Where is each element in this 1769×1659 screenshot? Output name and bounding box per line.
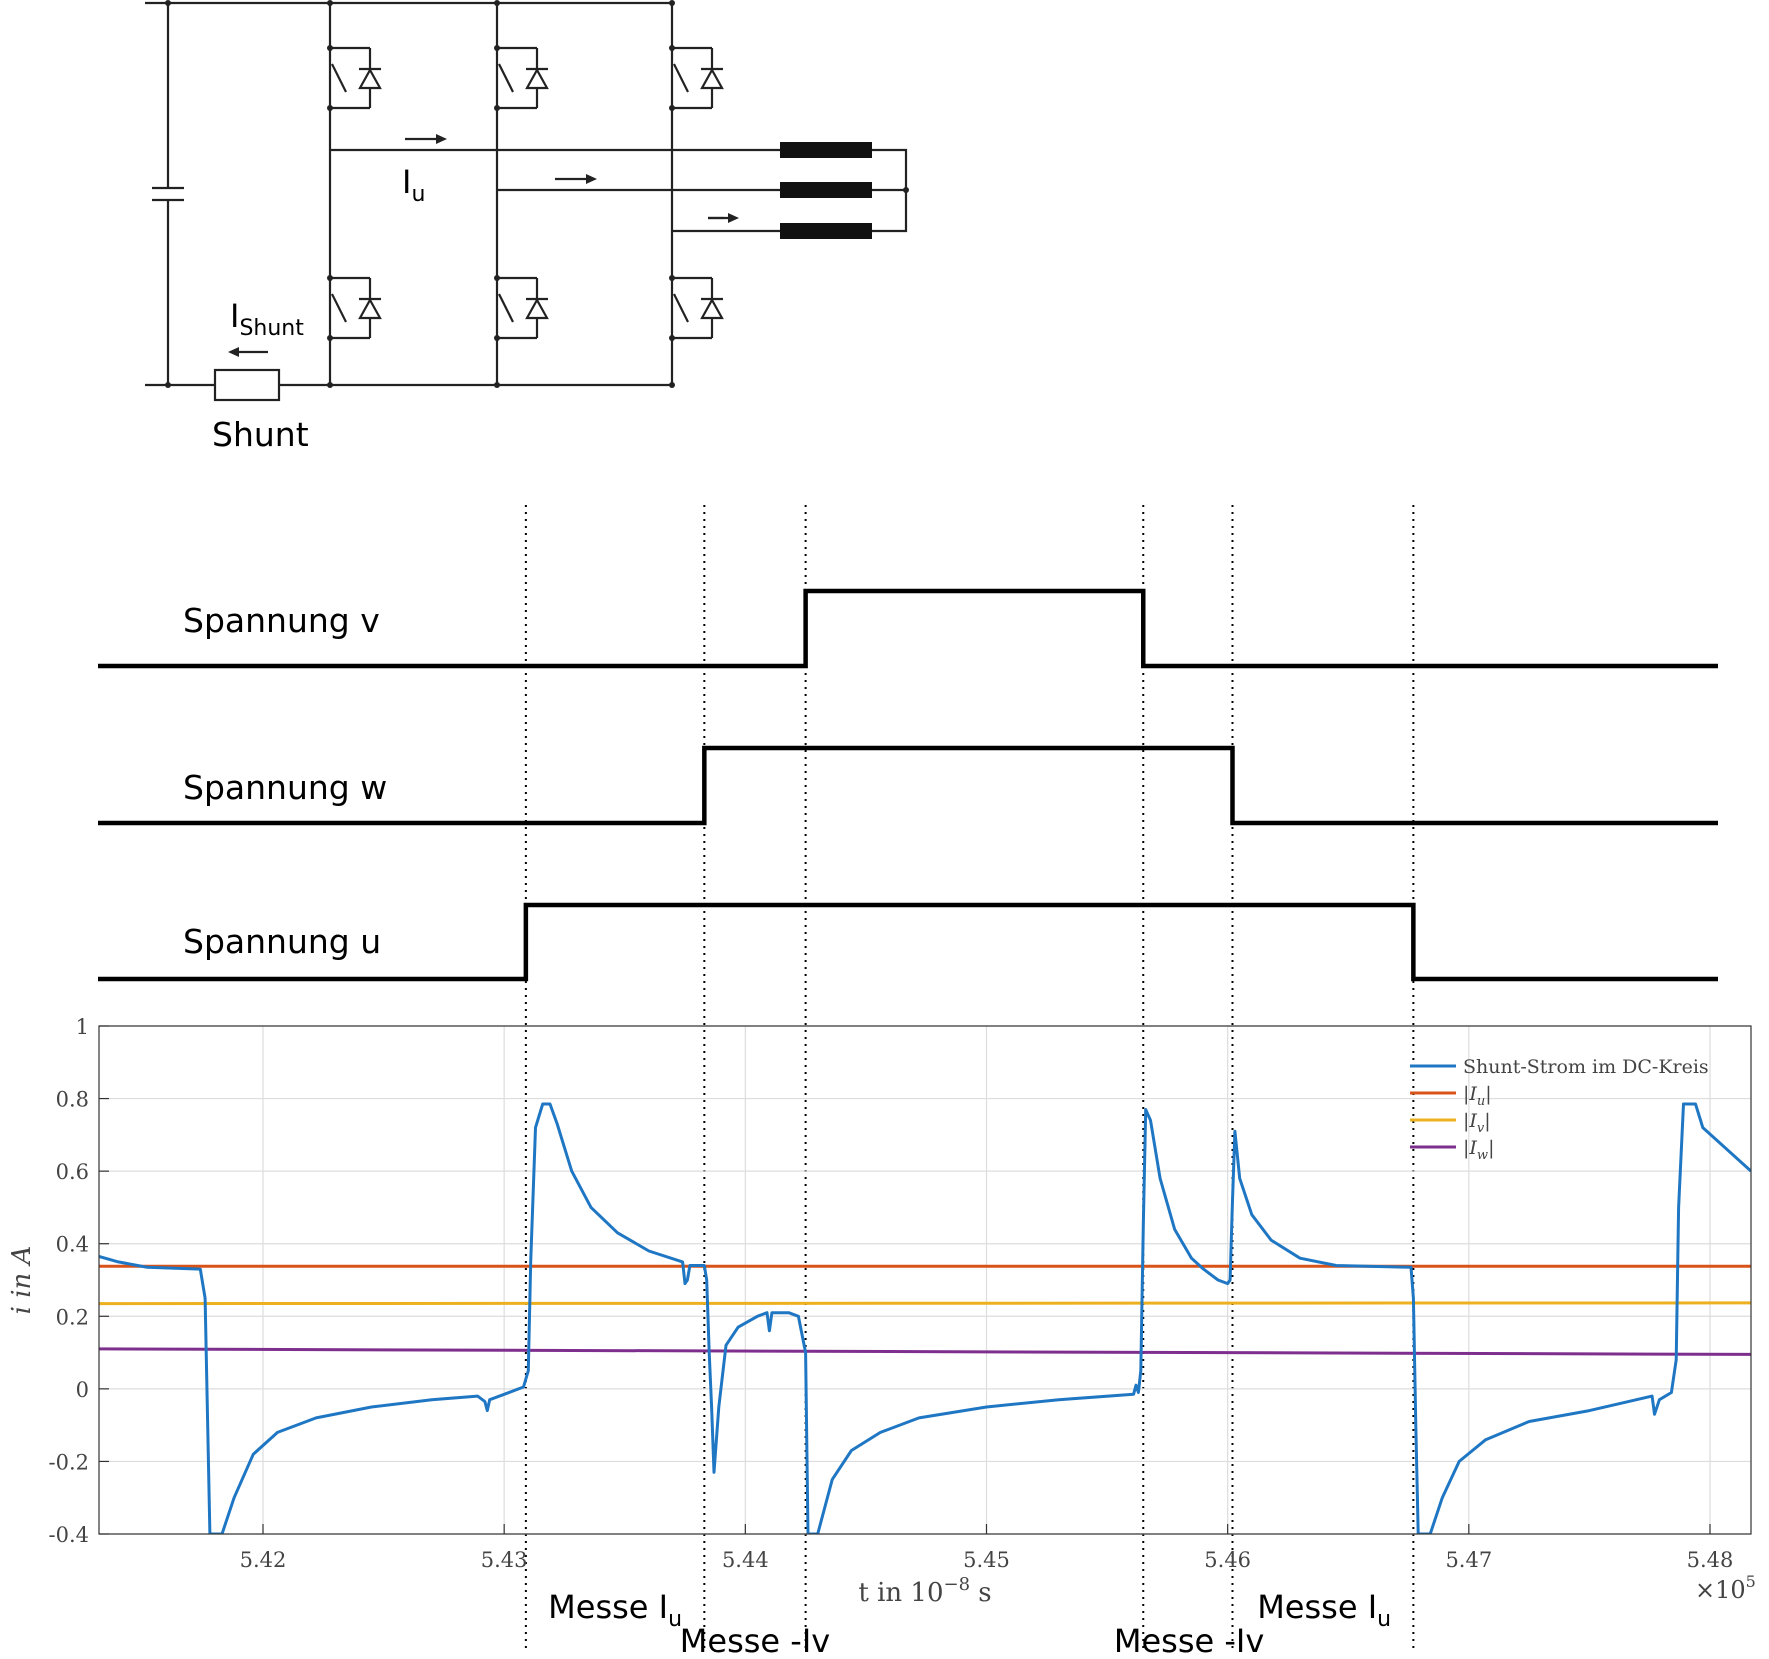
load-inductor-w bbox=[780, 223, 872, 239]
arrow-ishunt bbox=[228, 347, 268, 357]
arrow-iw bbox=[708, 213, 739, 223]
x-tick-label: 5.43 bbox=[481, 1548, 528, 1572]
arrow-iu bbox=[405, 134, 447, 144]
signal-label-2: Spannung u bbox=[183, 922, 381, 961]
y-tick-label: 1 bbox=[76, 1015, 89, 1039]
plot-grid bbox=[99, 1025, 1751, 1535]
signal-trace-2 bbox=[98, 902, 1718, 982]
y-tick-label: 0.2 bbox=[56, 1305, 89, 1329]
inverter-leg-u bbox=[327, 0, 382, 388]
signal-label-1: Spannung w bbox=[183, 768, 387, 807]
signal-trace-0 bbox=[98, 588, 1718, 669]
legend-label: |Iu| bbox=[1463, 1083, 1492, 1109]
legend-label: Shunt-Strom im DC-Kreis bbox=[1463, 1056, 1709, 1078]
series-line-0 bbox=[99, 1102, 1751, 1534]
x-axis-ticks: 5.42 5.43 5.44 5.45 5.46 5.47 5.48 bbox=[240, 1524, 1734, 1572]
y-tick-label: 0.4 bbox=[56, 1233, 89, 1257]
x-tick-label: 5.44 bbox=[722, 1548, 769, 1572]
x-tick-label: 5.48 bbox=[1687, 1548, 1734, 1572]
y-tick-label: 0.8 bbox=[56, 1088, 89, 1112]
legend-label: |Iv| bbox=[1463, 1110, 1491, 1136]
low-side-switch-icon bbox=[327, 275, 382, 341]
x-tick-label: 5.45 bbox=[963, 1548, 1010, 1572]
gate-signals: Spannung v Spannung w Spannung u bbox=[98, 588, 1718, 982]
y-axis-label: i in A bbox=[7, 1246, 37, 1315]
inverter-leg-v bbox=[494, 0, 549, 388]
plot-series bbox=[99, 1102, 1751, 1534]
annotation-2: Messe -Iv bbox=[1114, 1622, 1264, 1659]
legend-entry-0: Shunt-Strom im DC-Kreis bbox=[1410, 1056, 1709, 1078]
load-inductor-v bbox=[780, 182, 872, 198]
y-tick-label: -0.4 bbox=[49, 1523, 90, 1547]
series-line-2 bbox=[99, 1301, 1751, 1306]
annotation-3: Messe Iu bbox=[1257, 1588, 1391, 1632]
load-inductor-u bbox=[780, 142, 872, 158]
high-side-switch-icon bbox=[669, 45, 724, 111]
low-side-switch-icon bbox=[494, 275, 549, 341]
series-line-3 bbox=[99, 1347, 1751, 1356]
signal-trace-1 bbox=[98, 745, 1718, 826]
signal-label-0: Spannung v bbox=[183, 601, 380, 640]
x-tick-label: 5.46 bbox=[1204, 1548, 1251, 1572]
shunt-resistor bbox=[213, 368, 281, 402]
y-tick-label: 0 bbox=[76, 1378, 89, 1402]
y-tick-label: 0.6 bbox=[56, 1160, 89, 1184]
measurement-markers bbox=[524, 505, 1415, 1650]
annotation-1: Messe -Iv bbox=[680, 1622, 830, 1659]
label-iu: Iu bbox=[402, 163, 425, 207]
legend-entry-2: |Iv| bbox=[1410, 1110, 1491, 1136]
label-shunt: Shunt bbox=[212, 415, 309, 454]
arrow-iv bbox=[555, 174, 597, 184]
low-side-switch-icon bbox=[669, 275, 724, 341]
inverter-circuit: Iu IShunt Shunt bbox=[145, 0, 909, 454]
plot-legend: Shunt-Strom im DC-Kreis |Iu||Iv||Iw| bbox=[1410, 1056, 1709, 1163]
high-side-switch-icon bbox=[494, 45, 549, 111]
legend-entry-3: |Iw| bbox=[1410, 1137, 1494, 1163]
legend-entry-1: |Iu| bbox=[1410, 1083, 1492, 1109]
x-tick-label: 5.47 bbox=[1445, 1548, 1492, 1572]
x-tick-label: 5.42 bbox=[240, 1548, 287, 1572]
inverter-leg-w bbox=[669, 0, 724, 388]
x-multiplier: ×105 bbox=[1695, 1572, 1756, 1604]
y-axis-ticks: -0.4 -0.2 0 0.2 0.4 0.6 0.8 1 bbox=[49, 1015, 109, 1547]
y-tick-label: -0.2 bbox=[49, 1450, 90, 1474]
high-side-switch-icon bbox=[327, 45, 382, 111]
legend-label: |Iw| bbox=[1463, 1137, 1494, 1163]
x-axis-label: t in 10−8 s bbox=[858, 1574, 991, 1608]
plot-frame bbox=[98, 1025, 1752, 1535]
annotation-0: Messe Iu bbox=[548, 1588, 682, 1632]
current-plot: -0.4-0.200.20.40.60.81 5.42 5.43 5.44 5.45 5… bbox=[7, 1015, 1756, 1608]
label-ishunt: IShunt bbox=[230, 297, 304, 341]
